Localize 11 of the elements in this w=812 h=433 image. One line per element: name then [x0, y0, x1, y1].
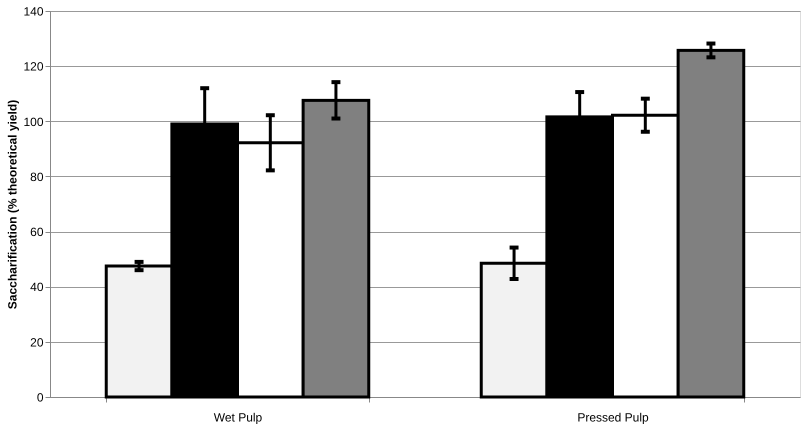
y-tick-label: 120 [23, 60, 44, 74]
y-tick-label: 140 [23, 4, 44, 18]
x-tick-label: Pressed Pulp [577, 410, 650, 424]
y-tick-label: 20 [30, 335, 44, 350]
y-tick-label: 40 [30, 280, 44, 294]
y-axis-title: Saccharification (% theoretical yield) [5, 100, 20, 310]
y-tick-label: 80 [30, 170, 44, 184]
y-tick-label: 0 [36, 390, 44, 404]
y-tick-label: 100 [23, 114, 44, 129]
x-tick-label: Wet Pulp [214, 410, 263, 424]
y-tick-label: 60 [30, 225, 44, 240]
